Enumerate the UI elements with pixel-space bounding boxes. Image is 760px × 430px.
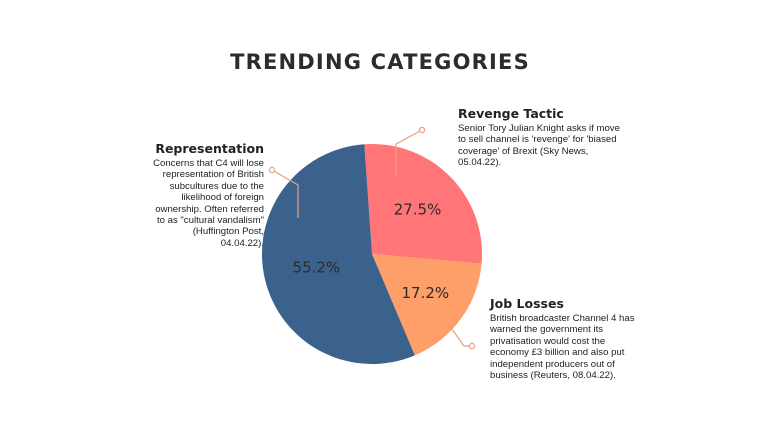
pie-slice-representation (261, 144, 415, 365)
pie-slice-job-losses (372, 254, 482, 356)
annotation-representation-text: Concerns that C4 will lose representatio… (153, 158, 264, 249)
annotation-job-losses-heading: Job Losses (490, 296, 564, 311)
annotation-revenge-tactic-heading: Revenge Tactic (458, 106, 564, 121)
pie-label-job-losses: 17.2% (402, 284, 450, 302)
annotation-job-losses: Job Losses British broadcaster Channel 4… (490, 296, 642, 381)
connector-line-representation (271, 169, 299, 218)
connector-dot-representation (268, 166, 276, 174)
annotation-representation: Representation Concerns that C4 will los… (148, 141, 264, 249)
connector-line-revenge-tactic (395, 129, 423, 177)
connector-dot-revenge-tactic (418, 126, 426, 134)
connector-dot-job-losses (468, 342, 476, 350)
annotation-representation-heading: Representation (155, 141, 264, 156)
chart-title: TRENDING CATEGORIES (230, 50, 530, 74)
annotation-job-losses-text: British broadcaster Channel 4 has warned… (490, 313, 635, 382)
pie-slice-revenge-tactic (364, 144, 483, 264)
annotation-revenge-tactic: Revenge Tactic Senior Tory Julian Knight… (458, 106, 623, 169)
annotation-revenge-tactic-text: Senior Tory Julian Knight asks if move t… (458, 123, 620, 169)
pie-label-revenge-tactic: 27.5% (394, 200, 442, 218)
pie-label-representation: 55.2% (293, 258, 341, 276)
